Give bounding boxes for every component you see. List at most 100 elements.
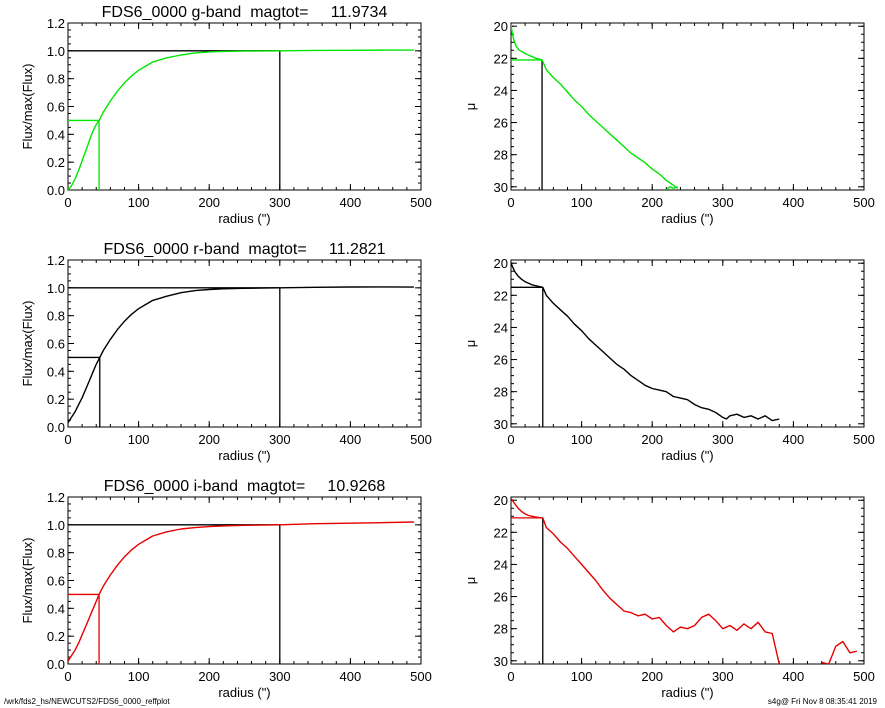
x-tick-label: 200 bbox=[198, 669, 220, 684]
y-tick-label: 24 bbox=[494, 557, 508, 572]
y-tick-label: 30 bbox=[494, 180, 508, 195]
y-tick-label: 22 bbox=[494, 51, 508, 66]
x-axis-label: radius (") bbox=[218, 685, 270, 700]
x-axis-label: radius (") bbox=[661, 211, 713, 226]
y-tick-label: 0.6 bbox=[47, 337, 65, 352]
data-layer bbox=[68, 521, 414, 664]
x-tick-label: 300 bbox=[712, 432, 734, 447]
series-line bbox=[68, 286, 414, 424]
y-tick-label: 20 bbox=[494, 19, 508, 34]
x-tick-label: 300 bbox=[712, 669, 734, 684]
y-axis-label: μ bbox=[463, 577, 478, 585]
x-tick-label: 100 bbox=[571, 669, 593, 684]
x-tick-label: 100 bbox=[128, 195, 150, 210]
x-tick-label: 100 bbox=[571, 195, 593, 210]
y-tick-label: 0.8 bbox=[47, 546, 65, 561]
plot-frame bbox=[67, 259, 422, 428]
y-tick-label: 0.4 bbox=[47, 127, 65, 142]
data-layer bbox=[511, 498, 858, 664]
y-axis-label: μ bbox=[463, 340, 478, 348]
x-tick-label: 0 bbox=[64, 669, 71, 684]
x-tick-label: 200 bbox=[641, 669, 663, 684]
series-line bbox=[511, 498, 780, 664]
panel-5: 0 100 200 300 400 500 0.0 0.2 0.4 0.6 0.8 1.0 1.2 rad… bbox=[20, 478, 432, 700]
plot-frame bbox=[67, 496, 422, 665]
y-tick-label: 30 bbox=[494, 654, 508, 669]
y-axis-label: Flux/max(Flux) bbox=[20, 301, 35, 387]
x-tick-label: 200 bbox=[198, 195, 220, 210]
x-tick-label: 400 bbox=[340, 195, 362, 210]
y-tick-label: 0.8 bbox=[47, 72, 65, 87]
panel-6: 0 100 200 300 400 500 20 22 24 26 28 30 radius (") μ bbox=[463, 493, 875, 700]
y-tick-label: 0.4 bbox=[47, 601, 65, 616]
x-tick-label: 400 bbox=[783, 195, 805, 210]
x-tick-label: 100 bbox=[128, 669, 150, 684]
data-layer bbox=[68, 49, 414, 190]
y-tick-label: 0.2 bbox=[47, 392, 65, 407]
y-tick-label: 26 bbox=[494, 116, 508, 131]
x-tick-label: 0 bbox=[64, 432, 71, 447]
panel-3: 0 100 200 300 400 500 0.0 0.2 0.4 0.6 0.8 1.0 1.2 rad… bbox=[20, 241, 432, 463]
y-tick-label: 20 bbox=[494, 493, 508, 508]
x-tick-label: 400 bbox=[340, 669, 362, 684]
file-path: /wrk/fds2_hs/NEWCUTS2/FDS6_0000_reffplot bbox=[4, 697, 170, 706]
x-tick-label: 0 bbox=[507, 195, 514, 210]
panel-4: 0 100 200 300 400 500 20 22 24 26 28 30 radius (") μ bbox=[463, 256, 875, 463]
timestamp: s4g@ Fri Nov 8 08:35:41 2019 bbox=[767, 697, 877, 706]
y-tick-label: 28 bbox=[494, 385, 508, 400]
y-axis-label: Flux/max(Flux) bbox=[20, 64, 35, 150]
x-tick-label: 200 bbox=[198, 432, 220, 447]
x-tick-label: 0 bbox=[64, 195, 71, 210]
y-tick-label: 26 bbox=[494, 353, 508, 368]
y-tick-label: 0.6 bbox=[47, 574, 65, 589]
x-tick-label: 300 bbox=[269, 195, 291, 210]
y-tick-label: 24 bbox=[494, 83, 508, 98]
y-tick-label: 0.4 bbox=[47, 364, 65, 379]
data-layer bbox=[68, 286, 414, 427]
y-tick-label: 0.0 bbox=[47, 183, 65, 198]
y-tick-label: 26 bbox=[494, 590, 508, 605]
x-tick-label: 0 bbox=[507, 669, 514, 684]
y-tick-label: 22 bbox=[494, 288, 508, 303]
x-tick-label: 200 bbox=[641, 432, 663, 447]
y-tick-label: 22 bbox=[494, 525, 508, 540]
x-axis-label: radius (") bbox=[218, 448, 270, 463]
x-axis-label: radius (") bbox=[661, 685, 713, 700]
x-tick-label: 200 bbox=[641, 195, 663, 210]
y-tick-label: 0.6 bbox=[47, 100, 65, 115]
x-tick-label: 0 bbox=[507, 432, 514, 447]
y-tick-label: 30 bbox=[494, 417, 508, 432]
panel-2: 0 100 200 300 400 500 20 22 24 26 28 30 radius (") μ bbox=[463, 19, 875, 226]
x-tick-label: 300 bbox=[269, 432, 291, 447]
series-line bbox=[821, 640, 858, 664]
x-tick-label: 400 bbox=[340, 432, 362, 447]
y-tick-label: 28 bbox=[494, 622, 508, 637]
x-axis-label: radius (") bbox=[661, 448, 713, 463]
y-tick-label: 0.0 bbox=[47, 657, 65, 672]
series-line bbox=[511, 24, 679, 189]
x-axis-label: radius (") bbox=[218, 211, 270, 226]
plot-frame bbox=[510, 22, 865, 191]
x-tick-label: 300 bbox=[712, 195, 734, 210]
x-tick-label: 400 bbox=[783, 669, 805, 684]
y-tick-label: 28 bbox=[494, 148, 508, 163]
x-tick-label: 100 bbox=[571, 432, 593, 447]
x-tick-label: 400 bbox=[783, 432, 805, 447]
series-line bbox=[68, 521, 414, 662]
y-axis-label: Flux/max(Flux) bbox=[20, 538, 35, 624]
plot-frame bbox=[510, 496, 865, 665]
plot-frame bbox=[510, 259, 865, 428]
y-tick-label: 0.2 bbox=[47, 155, 65, 170]
data-layer bbox=[511, 24, 679, 190]
x-tick-label: 500 bbox=[410, 195, 432, 210]
y-tick-label: 20 bbox=[494, 256, 508, 271]
x-tick-label: 100 bbox=[128, 432, 150, 447]
y-tick-label: 1.2 bbox=[47, 490, 65, 505]
data-layer bbox=[511, 262, 780, 427]
y-tick-label: 0.0 bbox=[47, 420, 65, 435]
x-tick-label: 300 bbox=[269, 669, 291, 684]
y-axis-label: μ bbox=[463, 103, 478, 111]
y-tick-label: 0.2 bbox=[47, 629, 65, 644]
x-tick-label: 500 bbox=[410, 432, 432, 447]
